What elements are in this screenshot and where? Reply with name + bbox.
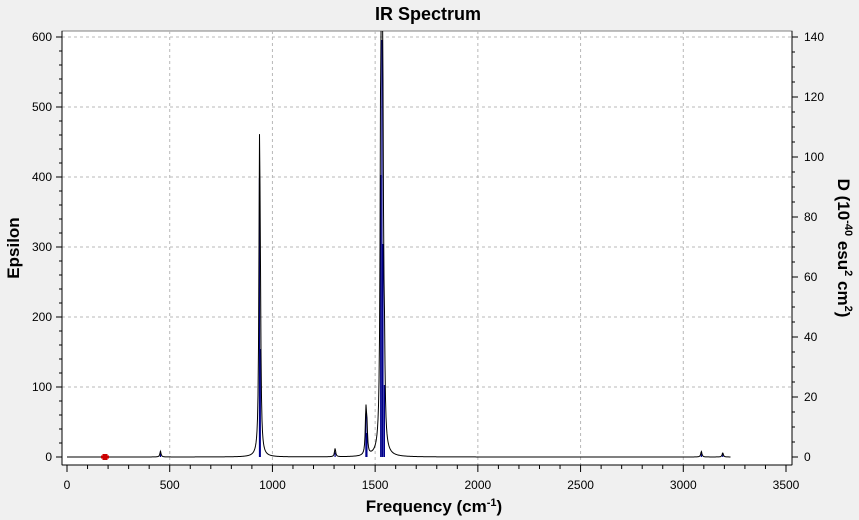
left-axis-title: Epsilon <box>4 217 23 278</box>
plot-area <box>61 30 793 466</box>
frequency-marker[interactable] <box>101 454 110 460</box>
x-tick-label: 2500 <box>567 478 594 492</box>
marker-handle <box>102 454 108 460</box>
right-tick-label: 100 <box>804 150 824 164</box>
left-tick-label: 100 <box>32 380 52 394</box>
left-tick-label: 0 <box>45 450 52 464</box>
grid-lines <box>62 31 792 465</box>
x-tick-label: 3000 <box>670 478 697 492</box>
right-tick-label: 0 <box>804 450 811 464</box>
left-tick-label: 600 <box>32 30 52 44</box>
left-axis-ticks: 0 100 200 300 400 500 600 <box>32 30 62 464</box>
right-tick-label: 140 <box>804 30 824 44</box>
right-tick-label: 80 <box>804 210 818 224</box>
x-tick-label: 1000 <box>259 478 286 492</box>
axes <box>61 31 793 466</box>
left-tick-label: 400 <box>32 170 52 184</box>
x-axis-ticks: 0 500 1000 1500 2000 2500 3000 3500 <box>64 465 800 492</box>
x-tick-label: 3500 <box>773 478 800 492</box>
x-tick-label: 500 <box>160 478 180 492</box>
left-tick-label: 300 <box>32 240 52 254</box>
right-tick-label: 60 <box>804 270 818 284</box>
left-tick-label: 500 <box>32 100 52 114</box>
x-tick-label: 0 <box>64 478 71 492</box>
right-tick-label: 120 <box>804 90 824 104</box>
x-tick-label: 2000 <box>465 478 492 492</box>
chart-title: IR Spectrum <box>375 4 481 24</box>
x-axis-title: Frequency (cm-1) <box>366 497 502 516</box>
x-tick-label: 1500 <box>362 478 389 492</box>
right-tick-label: 20 <box>804 390 818 404</box>
right-axis-title: D (10-40 esu2 cm2) <box>834 179 854 318</box>
right-axis-ticks: 0 20 40 60 80 100 120 140 <box>792 30 824 464</box>
left-tick-label: 200 <box>32 310 52 324</box>
right-tick-label: 40 <box>804 330 818 344</box>
spectrum-line <box>67 31 731 458</box>
